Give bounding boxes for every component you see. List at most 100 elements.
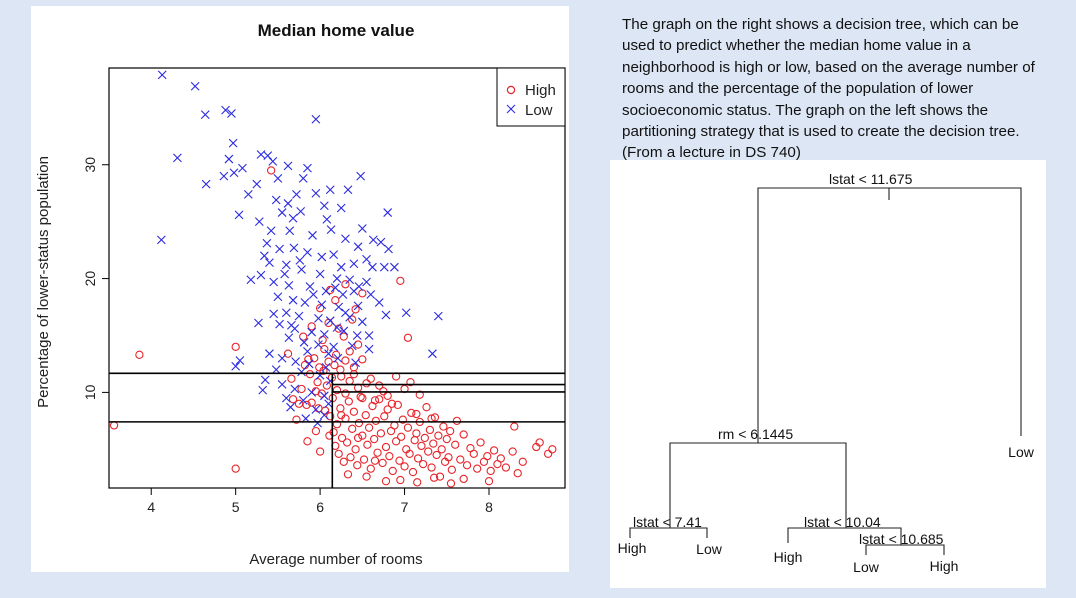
high-point (476, 438, 485, 447)
low-point (288, 213, 298, 223)
high-point (381, 442, 391, 452)
legend-high-marker (506, 85, 516, 95)
high-point (315, 447, 325, 456)
low-point (305, 282, 315, 291)
low-point (281, 260, 291, 270)
high-point (535, 438, 544, 447)
high-point (370, 456, 380, 465)
high-point (508, 447, 517, 456)
high-point (353, 433, 363, 443)
low-point (379, 262, 389, 272)
low-point (345, 275, 355, 285)
low-point (296, 207, 306, 216)
low-point (292, 189, 301, 199)
low-point (364, 331, 374, 340)
high-point (299, 332, 308, 341)
low-point (428, 349, 437, 359)
high-point (341, 389, 350, 398)
y-axis-label: Percentage of lower-status population (35, 156, 52, 408)
tree-node-root: lstat < 11.675 (829, 171, 913, 187)
x-tick-label: 8 (485, 499, 493, 515)
high-point (501, 463, 511, 472)
high-point (378, 458, 387, 468)
low-point (338, 290, 348, 299)
high-point (288, 395, 298, 404)
high-point (444, 453, 453, 462)
low-point (238, 163, 247, 173)
high-point (373, 448, 382, 457)
high-point (332, 385, 342, 395)
low-point (362, 254, 371, 264)
legend-low-label: Low (525, 102, 553, 119)
high-point (496, 454, 505, 463)
high-point (337, 433, 347, 443)
high-point (135, 350, 144, 359)
low-point (291, 357, 301, 367)
low-point (298, 174, 308, 183)
high-point (361, 411, 370, 420)
low-point (321, 362, 331, 372)
high-point (307, 322, 316, 331)
high-point (326, 412, 335, 421)
low-point (299, 337, 309, 347)
high-point (513, 469, 522, 478)
low-point (221, 105, 230, 115)
high-point (297, 384, 306, 394)
decision-tree: lstat < 11.675 rm < 6.1445 lstat < 7.41 … (618, 171, 1035, 575)
high-point (434, 431, 443, 440)
low-point (173, 153, 182, 163)
low-point (314, 314, 323, 323)
high-point (307, 398, 316, 407)
low-point (227, 109, 236, 118)
high-point (353, 340, 363, 349)
low-point (343, 185, 353, 195)
high-point (486, 466, 495, 476)
low-point (266, 226, 276, 236)
low-point (258, 385, 268, 395)
low-point (277, 208, 287, 217)
low-point (381, 310, 391, 320)
legend-low-x-icon (506, 104, 516, 114)
high-point (359, 455, 369, 464)
description-text: The graph on the right shows a decision … (622, 16, 1035, 162)
low-point (295, 255, 305, 265)
high-point (358, 393, 367, 403)
low-point (303, 347, 312, 356)
y-tick-label: 20 (82, 271, 98, 287)
low-point (349, 259, 359, 269)
low-point (201, 179, 211, 189)
high-point (366, 374, 375, 383)
low-point (277, 353, 287, 363)
low-point (256, 270, 266, 280)
high-point (548, 445, 557, 454)
low-point (254, 217, 264, 227)
low-point (294, 311, 304, 321)
low-point (356, 171, 366, 181)
low-point (297, 367, 306, 377)
decision-tree-panel: lstat < 11.675 rm < 6.1445 lstat < 7.41 … (610, 160, 1046, 588)
x-axis-label: Average number of rooms (249, 551, 422, 568)
high-point (452, 416, 462, 425)
legend-low-marker (506, 104, 516, 114)
low-point (284, 333, 294, 343)
high-point (336, 404, 345, 413)
high-point (334, 449, 343, 459)
low-point (334, 302, 344, 312)
high-point (356, 392, 365, 402)
low-point (311, 188, 321, 198)
low-point (325, 316, 335, 326)
high-point (412, 409, 421, 419)
low-point (280, 269, 290, 279)
low-point (252, 179, 262, 189)
high-point (348, 315, 357, 324)
low-point (384, 244, 393, 254)
high-point (364, 423, 374, 432)
low-point (190, 81, 200, 91)
low-point (329, 342, 339, 352)
high-point (415, 390, 424, 399)
low-point (300, 298, 310, 307)
low-point (283, 199, 293, 208)
high-point (437, 445, 446, 454)
low-point (366, 290, 376, 299)
low-point (298, 395, 308, 405)
